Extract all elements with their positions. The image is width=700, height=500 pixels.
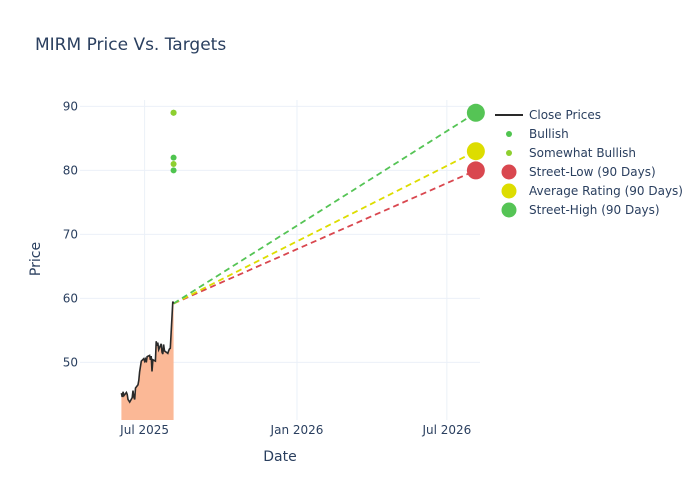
x-tick-label: Jan 2026 bbox=[270, 423, 324, 437]
x-axis-title: Date bbox=[263, 449, 296, 465]
y-tick-label: 50 bbox=[63, 355, 78, 369]
average-target-marker bbox=[466, 142, 485, 161]
close-price-area bbox=[121, 301, 174, 420]
axis-ticks: 50 60 70 80 90 Jul 2025 Jan 2026 Jul 2026 bbox=[63, 99, 472, 437]
bullish-point bbox=[170, 154, 177, 161]
y-tick-label: 60 bbox=[63, 291, 78, 305]
somewhat-bullish-point bbox=[170, 109, 177, 116]
close-price-line bbox=[120, 301, 175, 404]
y-tick-label: 90 bbox=[63, 99, 78, 113]
y-tick-label: 70 bbox=[63, 227, 78, 241]
legend-swatch-dot bbox=[506, 131, 512, 137]
legend: Close Prices Bullish Somewhat Bullish Stree… bbox=[495, 108, 683, 218]
plot-area bbox=[120, 103, 485, 420]
legend-label: Bullish bbox=[529, 127, 569, 141]
y-axis-title: Price bbox=[28, 242, 44, 276]
bullish-point bbox=[170, 167, 177, 174]
legend-swatch-marker bbox=[501, 164, 517, 180]
x-tick-label: Jul 2025 bbox=[119, 423, 169, 437]
street-high-projection-line bbox=[173, 112, 477, 305]
street-low-projection-line bbox=[173, 169, 477, 305]
x-tick-label: Jul 2026 bbox=[421, 423, 471, 437]
grid bbox=[80, 100, 480, 420]
legend-label: Street-High (90 Days) bbox=[529, 203, 660, 217]
chart-title: MIRM Price Vs. Targets bbox=[35, 35, 226, 55]
legend-swatch-marker bbox=[501, 183, 517, 199]
legend-label: Somewhat Bullish bbox=[529, 146, 636, 160]
somewhat-bullish-point bbox=[170, 161, 177, 167]
average-projection-line bbox=[173, 150, 477, 305]
legend-swatch-dot bbox=[506, 150, 512, 156]
legend-label: Average Rating (90 Days) bbox=[529, 184, 683, 198]
legend-label: Close Prices bbox=[529, 108, 601, 122]
legend-swatch-marker bbox=[501, 202, 517, 218]
street-low-target-marker bbox=[466, 161, 485, 180]
legend-label: Street-Low (90 Days) bbox=[529, 165, 656, 179]
street-high-target-marker bbox=[466, 103, 485, 122]
y-tick-label: 80 bbox=[63, 163, 78, 177]
